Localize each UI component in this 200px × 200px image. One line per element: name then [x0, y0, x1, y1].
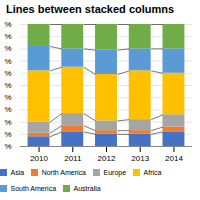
svg-text:%: % [4, 118, 11, 127]
svg-text:2013: 2013 [131, 154, 149, 163]
html-text:Australia: Australia [73, 185, 101, 193]
html-text:South America: South America [10, 185, 56, 193]
html-text:North America: North America [41, 168, 86, 176]
html-text:Europe: Europe [103, 168, 127, 176]
html-text:Lines between stacked columns: Lines between stacked columns [6, 3, 175, 15]
svg-text:%: % [4, 32, 11, 41]
svg-text:%: % [4, 93, 11, 102]
svg-text:%: % [4, 44, 11, 53]
html-text:Africa: Africa [143, 168, 162, 176]
svg-text:2011: 2011 [64, 154, 82, 163]
svg-text:2010: 2010 [30, 154, 48, 163]
svg-text:%: % [4, 20, 11, 29]
svg-text:%: % [4, 57, 11, 66]
svg-text:%: % [4, 142, 11, 151]
html-text:Asia: Asia [10, 168, 25, 176]
svg-text:%: % [4, 69, 11, 78]
svg-text:%: % [4, 130, 11, 139]
svg-text:2012: 2012 [98, 154, 116, 163]
svg-text:%: % [4, 105, 11, 114]
svg-text:%: % [4, 81, 11, 90]
svg-text:2014: 2014 [165, 154, 183, 163]
